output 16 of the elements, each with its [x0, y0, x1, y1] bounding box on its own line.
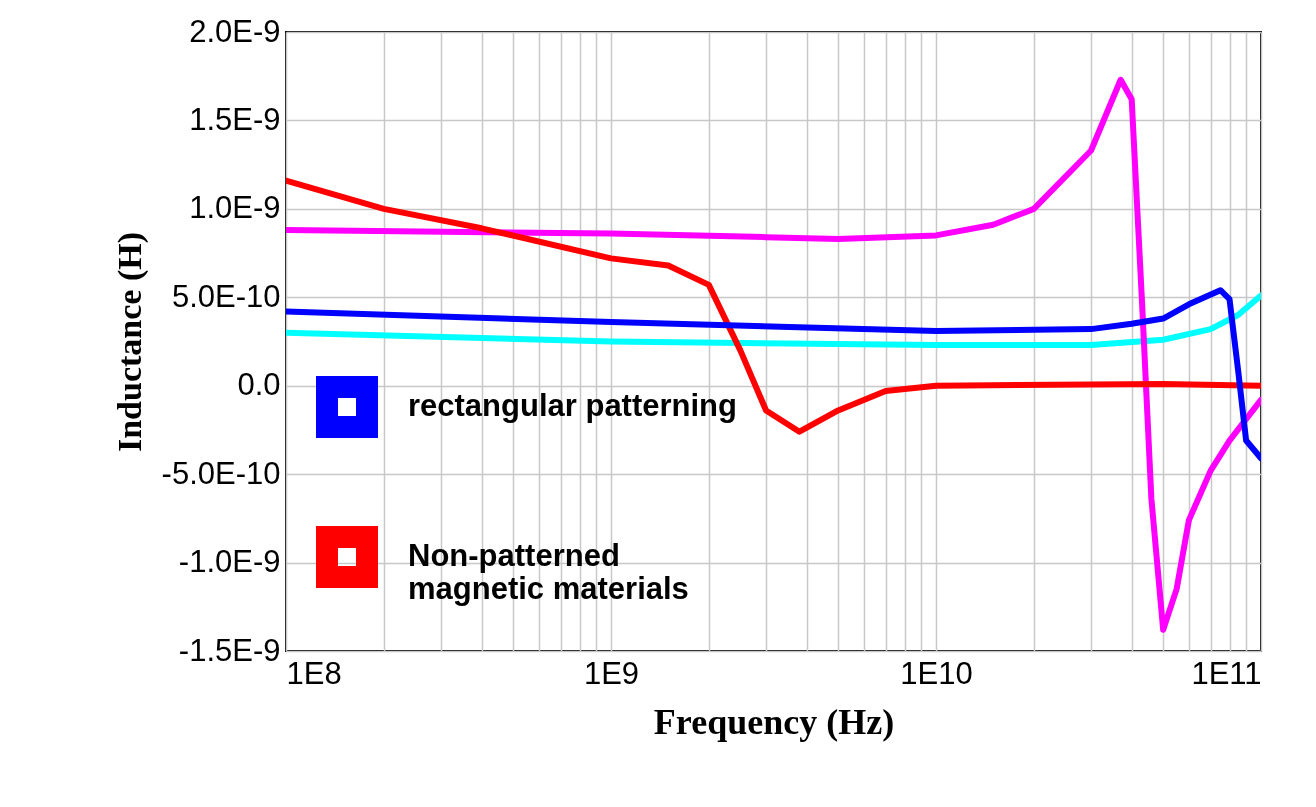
- x-tick-label: 1E8: [286, 655, 342, 691]
- y-tick-label: 5.0E-10: [171, 278, 281, 314]
- y-tick-label: 1.5E-9: [189, 101, 281, 137]
- x-axis-title: Frequency (Hz): [653, 701, 895, 742]
- y-tick-label: 1.0E-9: [189, 190, 281, 226]
- y-axis-title: Inductance (H): [110, 231, 149, 453]
- y-tick-label: 0.0: [237, 367, 281, 403]
- legend-label: rectangular patterning: [408, 388, 737, 423]
- x-tick-label: 1E9: [583, 655, 640, 691]
- x-tick-label: 1E10: [900, 655, 973, 691]
- x-tick-label: 1E11: [1191, 655, 1262, 691]
- y-tick-label: -5.0E-10: [161, 455, 281, 491]
- legend-label: Non-patterned magnetic materials: [408, 538, 689, 606]
- y-tick-label: -1.5E-9: [178, 632, 281, 668]
- y-tick-label: 2.0E-9: [189, 13, 281, 49]
- y-tick-label: -1.0E-9: [178, 544, 281, 580]
